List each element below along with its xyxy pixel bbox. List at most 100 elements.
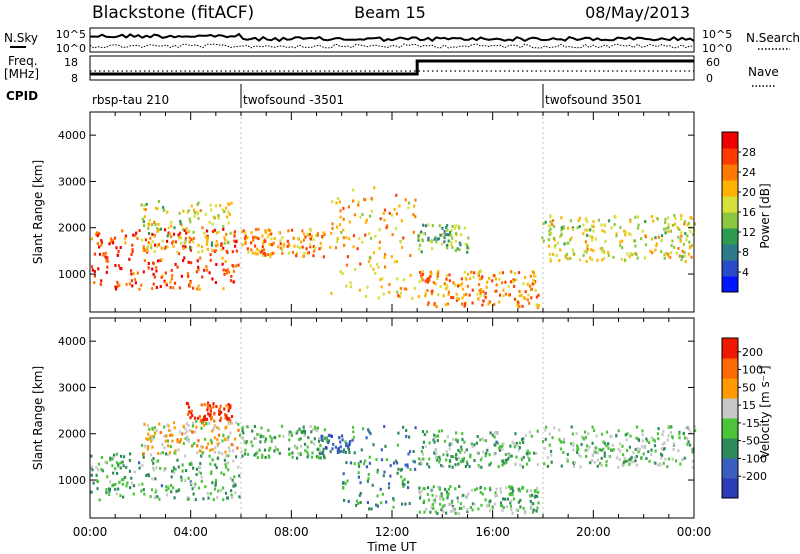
range-cell: [495, 283, 498, 287]
range-cell: [137, 483, 141, 487]
range-cell: [517, 302, 520, 306]
freq-traces: [90, 59, 694, 76]
range-cell: [222, 246, 225, 250]
range-cell: [187, 424, 190, 427]
range-cell: [216, 495, 219, 499]
range-cell: [603, 454, 606, 458]
range-cell: [446, 228, 449, 232]
range-cell: [472, 275, 475, 279]
range-cell: [685, 238, 688, 242]
nsearch-trace: [89, 43, 695, 49]
range-cell: [182, 228, 185, 231]
range-cell: [339, 440, 342, 444]
range-cell: [437, 293, 440, 297]
range-cell: [98, 245, 101, 249]
range-cell: [454, 463, 457, 467]
range-cell: [237, 263, 240, 267]
range-cell: [223, 458, 226, 462]
range-cell: [203, 268, 206, 272]
range-cell: [230, 421, 234, 425]
range-cell: [226, 215, 229, 219]
range-cell: [207, 496, 210, 500]
range-cell: [180, 478, 183, 482]
range-cell: [268, 233, 271, 237]
range-cell: [421, 445, 424, 449]
range-cell: [367, 473, 370, 476]
range-cell: [640, 456, 643, 460]
y-tick-label: 3000: [58, 381, 86, 394]
range-cell: [529, 499, 532, 503]
y-tick-label: 1000: [58, 268, 86, 281]
range-cell: [432, 485, 435, 489]
range-cell: [575, 431, 578, 435]
range-cell: [426, 462, 429, 466]
range-cell: [439, 502, 442, 506]
range-cell: [152, 282, 155, 286]
range-cell: [200, 426, 203, 430]
range-cell: [392, 498, 395, 502]
range-cell: [570, 236, 573, 240]
range-cell: [501, 443, 504, 447]
range-cell: [161, 443, 164, 447]
range-cell: [146, 447, 149, 451]
range-cell: [235, 455, 238, 459]
range-cell: [683, 456, 686, 460]
range-cell: [495, 289, 498, 293]
freq-tick-low: 8: [71, 72, 78, 85]
range-cell: [210, 470, 213, 474]
range-cell: [652, 438, 655, 442]
range-cell: [441, 226, 444, 230]
range-cell: [318, 247, 321, 251]
range-cell: [276, 448, 279, 452]
range-cell: [436, 277, 439, 280]
range-cell: [667, 223, 670, 226]
range-cell: [418, 280, 421, 284]
range-cell: [224, 416, 227, 420]
range-cell: [626, 252, 629, 256]
range-cell: [319, 241, 322, 245]
range-cell: [683, 222, 686, 226]
range-cell: [456, 247, 459, 251]
range-cell: [154, 496, 157, 500]
range-cell: [97, 462, 101, 466]
range-cell: [185, 227, 188, 231]
range-cell: [459, 450, 462, 454]
range-cell: [195, 467, 198, 471]
range-cell: [200, 421, 204, 425]
range-cell: [395, 212, 398, 216]
range-cell: [417, 238, 420, 242]
range-cell: [466, 250, 469, 254]
range-cell: [607, 219, 611, 223]
range-cell: [429, 274, 432, 278]
range-cell: [596, 451, 599, 455]
range-cell: [427, 498, 431, 502]
range-cell: [143, 215, 146, 219]
range-cell: [167, 226, 170, 230]
range-cell: [455, 298, 458, 302]
range-cell: [440, 242, 444, 246]
range-cell: [93, 252, 96, 256]
range-cell: [278, 451, 281, 455]
range-cell: [558, 259, 561, 262]
range-cell: [211, 458, 214, 462]
range-cell: [192, 466, 195, 470]
range-cell: [165, 493, 169, 497]
range-cell: [600, 464, 603, 467]
range-cell: [501, 447, 504, 451]
range-cell: [549, 220, 552, 224]
range-cell: [376, 504, 379, 508]
range-cell: [141, 238, 144, 242]
range-cell: [617, 429, 620, 433]
range-cell: [220, 410, 223, 414]
range-cell: [550, 231, 553, 235]
range-cell: [463, 456, 466, 460]
range-cell: [626, 459, 629, 463]
range-cell: [366, 501, 369, 505]
range-cell: [513, 442, 516, 446]
range-cell: [666, 465, 669, 469]
range-cell: [583, 437, 586, 441]
range-cell: [562, 225, 565, 229]
range-cell: [607, 253, 610, 257]
range-cell: [206, 247, 209, 251]
range-cell: [412, 230, 415, 234]
